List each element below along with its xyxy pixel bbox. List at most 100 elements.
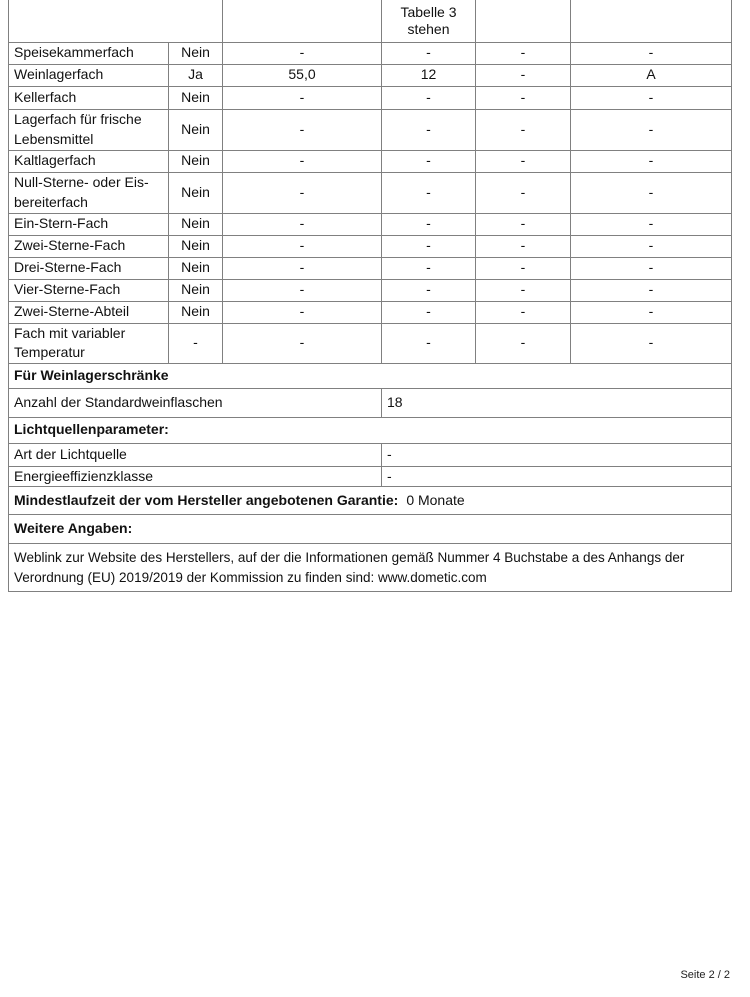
compartment-row: Ein-Stern-Fach Nein - - - - xyxy=(8,212,732,236)
compartment-name-cell: Zwei-Sterne-Abteil xyxy=(8,300,169,324)
value-cell: - xyxy=(570,41,732,65)
value-cell: - xyxy=(222,322,382,364)
value-cell: 12 xyxy=(381,63,476,87)
compartment-row: Null-Sterne- oder Eis-bereiterfach Nein … xyxy=(8,171,732,214)
compartment-row: Kellerfach Nein - - - - xyxy=(8,85,732,110)
present-cell: Ja xyxy=(168,63,223,87)
compartment-name-cell: Zwei-Sterne-Fach xyxy=(8,234,169,258)
compartment-row: Zwei-Sterne-Abteil Nein - - - - xyxy=(8,300,732,324)
value-cell: - xyxy=(222,85,382,110)
wine-section-heading: Für Weinlagerschränke xyxy=(8,362,732,389)
value-cell: - xyxy=(222,108,382,151)
value-cell: - xyxy=(475,41,571,65)
present-cell: Nein xyxy=(168,108,223,151)
compartment-row: Zwei-Sterne-Fach Nein - - - - xyxy=(8,234,732,258)
value-cell: - xyxy=(570,322,732,364)
present-cell: Nein xyxy=(168,278,223,302)
value-cell: - xyxy=(570,149,732,173)
value-cell: - xyxy=(222,278,382,302)
present-cell: Nein xyxy=(168,149,223,173)
present-cell: Nein xyxy=(168,256,223,280)
value-cell: - xyxy=(381,278,476,302)
light-class-row: Energieeffizienzklasse - xyxy=(8,465,732,488)
value-cell: - xyxy=(475,278,571,302)
value-cell: - xyxy=(222,149,382,173)
value-cell: - xyxy=(570,108,732,151)
value-cell: - xyxy=(381,300,476,324)
table-header-fragment: Tabelle 3 stehen xyxy=(8,0,732,43)
value-cell: - xyxy=(381,149,476,173)
value-cell: - xyxy=(570,234,732,258)
value-cell: - xyxy=(381,171,476,214)
header-empty-cell xyxy=(570,0,732,43)
compartment-name-cell: Vier-Sterne-Fach xyxy=(8,278,169,302)
present-cell: Nein xyxy=(168,212,223,236)
value-cell: - xyxy=(381,212,476,236)
compartment-row: Fach mit variabler Temperatur - - - - - xyxy=(8,322,732,364)
compartment-name-cell: Lagerfach für frische Lebensmittel xyxy=(8,108,169,151)
compartment-name-cell: Null-Sterne- oder Eis-bereiterfach xyxy=(8,171,169,214)
value-cell: - xyxy=(381,41,476,65)
warranty-row: Mindestlaufzeit der vom Hersteller angeb… xyxy=(8,486,732,516)
value-cell: - xyxy=(475,171,571,214)
header-note-cell: Tabelle 3 stehen xyxy=(381,0,476,43)
compartment-name-cell: Ein-Stern-Fach xyxy=(8,212,169,236)
value-cell: - xyxy=(475,322,571,364)
value-cell: - xyxy=(475,234,571,258)
product-fiche-table: Tabelle 3 stehen Speisekammerfach Nein -… xyxy=(8,0,732,593)
compartment-row: Vier-Sterne-Fach Nein - - - - xyxy=(8,278,732,302)
value-cell: - xyxy=(570,212,732,236)
section-heading-row: Weitere Angaben: xyxy=(8,514,732,545)
present-cell: - xyxy=(168,322,223,364)
manufacturer-weblink-text: Weblink zur Website des Herstellers, auf… xyxy=(8,543,732,593)
light-section-heading: Lichtquellenparameter: xyxy=(8,416,732,444)
value-cell: - xyxy=(475,212,571,236)
value-cell: - xyxy=(222,171,382,214)
value-cell: - xyxy=(381,234,476,258)
present-cell: Nein xyxy=(168,234,223,258)
value-cell: - xyxy=(222,234,382,258)
bottle-count-label-cell: Anzahl der Standardweinflaschen xyxy=(8,387,382,418)
compartment-name-cell: Drei-Sterne-Fach xyxy=(8,256,169,280)
light-type-label-cell: Art der Lichtquelle xyxy=(8,442,382,467)
value-cell: - xyxy=(475,149,571,173)
compartment-row: Speisekammerfach Nein - - - - xyxy=(8,41,732,65)
compartment-name-cell: Fach mit variabler Temperatur xyxy=(8,322,169,364)
value-cell: - xyxy=(475,300,571,324)
section-heading-row: Für Weinlagerschränke xyxy=(8,362,732,389)
value-cell: - xyxy=(570,256,732,280)
value-cell: - xyxy=(570,300,732,324)
present-cell: Nein xyxy=(168,300,223,324)
compartment-row: Drei-Sterne-Fach Nein - - - - xyxy=(8,256,732,280)
bottle-count-row: Anzahl der Standardweinflaschen 18 xyxy=(8,387,732,418)
light-class-label-cell: Energieeffizienzklasse xyxy=(8,465,382,488)
value-cell: - xyxy=(381,256,476,280)
header-empty-cell xyxy=(8,0,223,43)
light-source-row: Art der Lichtquelle - xyxy=(8,442,732,467)
value-cell: - xyxy=(475,85,571,110)
page-number: Seite 2 / 2 xyxy=(680,969,730,981)
compartment-name-cell: Kaltlagerfach xyxy=(8,149,169,173)
light-type-value-cell: - xyxy=(381,442,732,467)
compartment-name-cell: Speisekammerfach xyxy=(8,41,169,65)
compartment-row: Kaltlagerfach Nein - - - - xyxy=(8,149,732,173)
warranty-value: 0 Monate xyxy=(406,491,465,508)
header-empty-cell xyxy=(475,0,571,43)
value-cell: - xyxy=(570,171,732,214)
value-cell: - xyxy=(381,85,476,110)
value-cell: - xyxy=(570,85,732,110)
compartment-name-cell: Weinlagerfach xyxy=(8,63,169,87)
compartment-row: Lagerfach für frische Lebensmittel Nein … xyxy=(8,108,732,151)
present-cell: Nein xyxy=(168,41,223,65)
value-cell: - xyxy=(381,322,476,364)
header-empty-cell xyxy=(222,0,382,43)
value-cell: - xyxy=(222,41,382,65)
light-class-value-cell: - xyxy=(381,465,732,488)
value-cell: 55,0 xyxy=(222,63,382,87)
value-cell: A xyxy=(570,63,732,87)
additional-section-heading: Weitere Angaben: xyxy=(8,514,732,545)
value-cell: - xyxy=(222,212,382,236)
compartment-row: Weinlagerfach Ja 55,0 12 - A xyxy=(8,63,732,87)
value-cell: - xyxy=(222,300,382,324)
value-cell: - xyxy=(381,108,476,151)
